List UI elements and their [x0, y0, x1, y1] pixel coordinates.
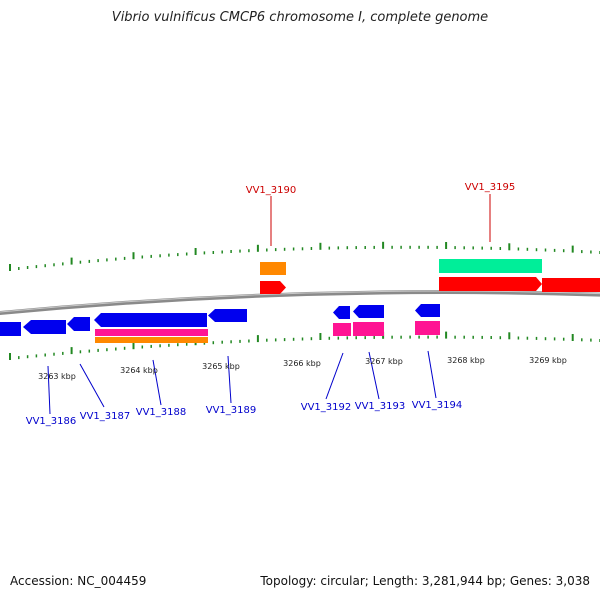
kbp-label: 3265 kbp	[202, 362, 240, 371]
kbp-label: 3266 kbp	[283, 359, 321, 368]
leader-vv1-3192	[325, 352, 344, 400]
genome-summary-text: Topology: circular; Length: 3,281,944 bp…	[260, 574, 590, 588]
kbp-labels: 3263 kbp 3264 kbp 3265 kbp 3266 kbp 3267…	[38, 356, 567, 381]
label-leaders	[47, 194, 491, 415]
genome-title: Vibrio vulnificus CMCP6 chromosome I, co…	[111, 10, 489, 25]
chromosome-backbone	[0, 290, 600, 316]
gene-arrow-vv1-3186[interactable]	[23, 320, 66, 334]
gene-arrow-vv1-3195[interactable]	[439, 277, 542, 291]
kbp-label: 3263 kbp	[38, 372, 76, 381]
leader-vv1-3189	[227, 355, 232, 404]
gene-feature-teal[interactable]	[439, 259, 542, 273]
gene-arrow-left-edge[interactable]	[0, 322, 21, 336]
gene-feature-orange-3188[interactable]	[95, 337, 208, 343]
gene-label-vv1-3188[interactable]: VV1_3188	[136, 407, 187, 418]
kbp-label: 3269 kbp	[529, 356, 567, 365]
gene-arrow-vv1-3190[interactable]	[260, 281, 286, 294]
leader-vv1-3188	[152, 359, 162, 406]
gene-label-vv1-3190[interactable]: VV1_3190	[246, 185, 297, 196]
forward-features	[260, 259, 600, 294]
gene-label-vv1-3186[interactable]: VV1_3186	[26, 416, 77, 427]
gene-label-vv1-3187[interactable]: VV1_3187	[80, 411, 131, 422]
leader-vv1-3186	[47, 365, 51, 415]
gene-arrow-vv1-3187[interactable]	[67, 317, 90, 331]
gene-arrow-vv1-3189[interactable]	[208, 309, 247, 322]
gene-feature-pink-3194[interactable]	[415, 321, 440, 335]
gene-label-vv1-3194[interactable]: VV1_3194	[412, 400, 463, 411]
tick-row-inner	[9, 331, 600, 360]
gene-label-vv1-3193[interactable]: VV1_3193	[355, 401, 406, 412]
leader-vv1-3194	[427, 350, 437, 399]
gene-feature-orange-top[interactable]	[260, 262, 286, 275]
kbp-label: 3268 kbp	[447, 356, 485, 365]
gene-labels: VV1_3190 VV1_3195 VV1_3186 VV1_3187 VV1_…	[26, 182, 516, 427]
gene-arrow-vv1-3192[interactable]	[333, 306, 350, 319]
leader-vv1-3193	[368, 351, 380, 400]
kbp-label: 3264 kbp	[120, 366, 158, 375]
gene-feature-pink-3192[interactable]	[333, 323, 351, 336]
gene-label-vv1-3189[interactable]: VV1_3189	[206, 405, 257, 416]
gene-label-vv1-3195[interactable]: VV1_3195	[465, 182, 516, 193]
gene-arrow-vv1-3193[interactable]	[353, 305, 384, 318]
kbp-label: 3267 kbp	[365, 357, 403, 366]
accession-text: Accession: NC_004459	[10, 574, 147, 588]
gene-label-vv1-3192[interactable]: VV1_3192	[301, 402, 352, 413]
gene-arrow-vv1-3188[interactable]	[94, 313, 207, 327]
reverse-features	[0, 304, 440, 343]
chromosome-backbone-highlight	[0, 290, 600, 313]
gene-feature-red-right[interactable]	[542, 278, 600, 292]
tick-row-outer	[9, 241, 600, 271]
leader-vv1-3187	[79, 363, 105, 408]
gene-arrow-vv1-3194[interactable]	[415, 304, 440, 317]
gene-feature-pink-3188[interactable]	[95, 329, 208, 336]
gene-feature-pink-3193[interactable]	[353, 322, 384, 336]
